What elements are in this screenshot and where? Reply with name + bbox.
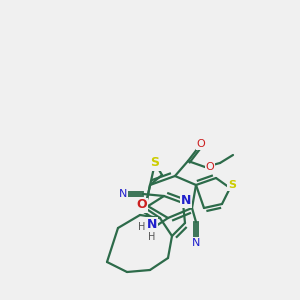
Text: N: N [119,189,127,199]
Text: N: N [181,194,191,206]
Text: N: N [192,238,200,248]
Text: S: S [151,157,160,169]
Text: N: N [147,218,157,230]
Text: H: H [138,222,146,232]
Text: S: S [228,180,236,190]
Text: O: O [196,139,206,149]
Text: O: O [206,162,214,172]
Text: O: O [137,199,147,212]
Text: H: H [148,232,156,242]
